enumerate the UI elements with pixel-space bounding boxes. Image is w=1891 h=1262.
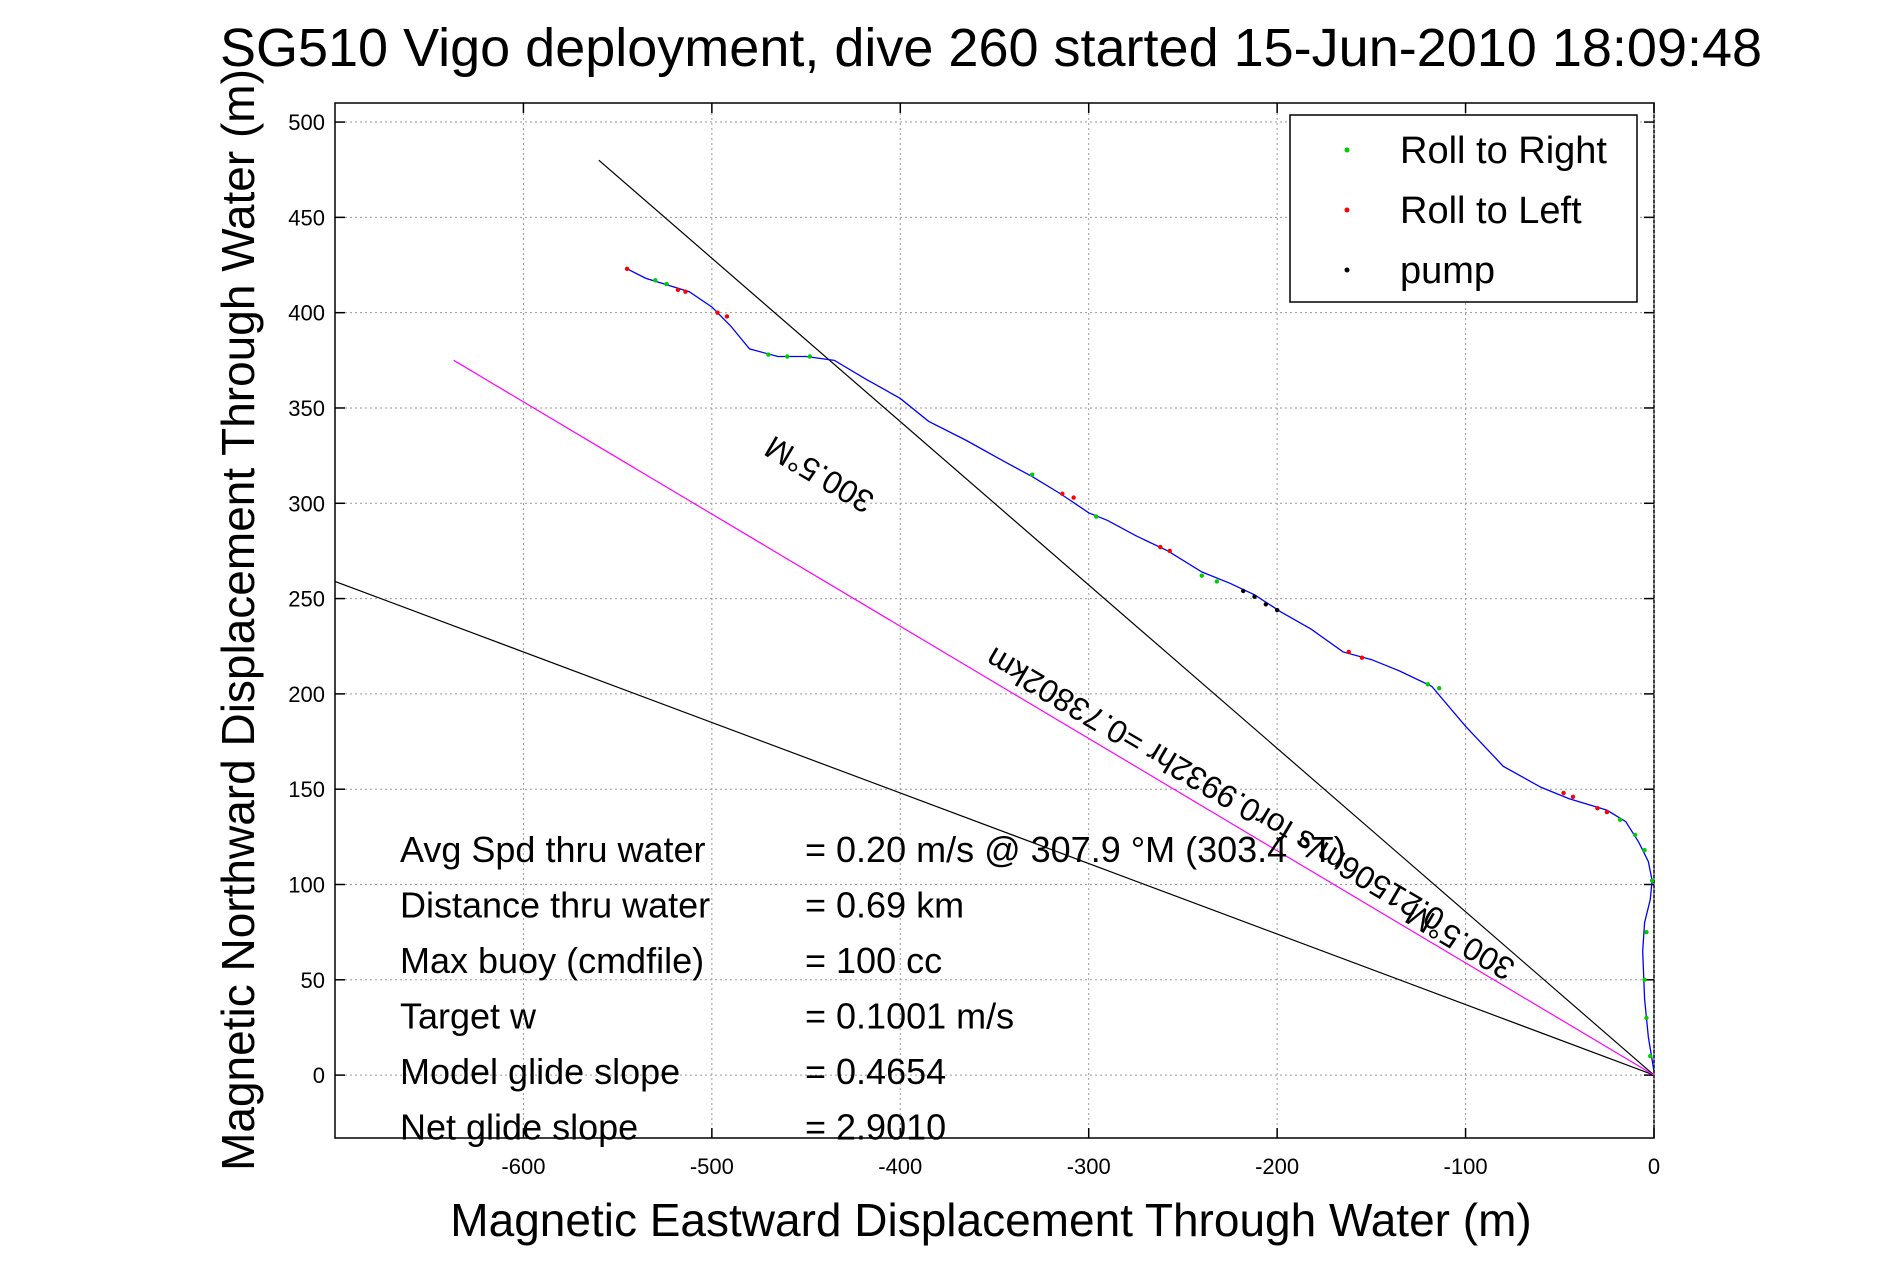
x-axis-label: Magnetic Eastward Displacement Through W…	[450, 1194, 1531, 1246]
stat-value: = 0.1001 m/s	[805, 996, 1014, 1037]
roll-right-marker	[1644, 929, 1649, 935]
roll-right-marker	[807, 354, 813, 359]
x-tick-label: -200	[1255, 1154, 1299, 1179]
roll-right-marker	[1029, 472, 1035, 477]
legend-label: pump	[1400, 250, 1495, 292]
y-tick-label: 150	[288, 777, 325, 802]
roll-left-marker	[1158, 544, 1163, 550]
roll-left-marker	[1346, 649, 1351, 655]
y-tick-label: 400	[288, 301, 325, 326]
roll-left-marker	[1167, 548, 1172, 554]
roll-right-marker	[1649, 878, 1654, 883]
legend-marker	[1344, 147, 1350, 153]
stat-label: Model glide slope	[400, 1051, 680, 1092]
roll-left-marker	[1570, 794, 1576, 800]
y-tick-label: 100	[288, 872, 325, 897]
y-axis-label: Magnetic Northward Displacement Through …	[212, 69, 264, 1171]
stat-label: Net glide slope	[400, 1107, 638, 1148]
x-ticks: -600 -500 -400 -300 -200 -100 0	[501, 103, 1660, 1179]
roll-right-marker	[1617, 817, 1623, 822]
roll-right-marker	[1094, 514, 1099, 519]
roll-left-marker	[1604, 809, 1610, 815]
roll-right-marker	[1644, 1015, 1649, 1021]
pump-marker	[1274, 607, 1280, 613]
x-tick-label: -300	[1067, 1154, 1111, 1179]
roll-left-marker	[1595, 806, 1600, 811]
guide-line	[598, 159, 1654, 1076]
legend: Roll to Right Roll to Left pump	[1289, 114, 1638, 303]
roll-left-marker	[1561, 790, 1566, 796]
y-tick-label: 250	[288, 587, 325, 612]
y-tick-label: 300	[288, 491, 325, 516]
x-tick-label: 0	[1648, 1154, 1660, 1179]
stat-label: Max buoy (cmdfile)	[400, 940, 704, 981]
y-tick-label: 200	[288, 682, 325, 707]
stat-label: Avg Spd thru water	[400, 829, 706, 870]
legend-marker	[1344, 207, 1350, 213]
x-tick-label: -400	[878, 1154, 922, 1179]
stat-value: = 100 cc	[805, 940, 942, 981]
pump-marker	[1263, 602, 1269, 607]
roll-right-marker	[1425, 682, 1431, 687]
guide-lines	[335, 159, 1654, 1076]
roll-right-marker	[766, 352, 771, 357]
guide-line	[335, 580, 1654, 1076]
x-tick-label: -600	[501, 1154, 545, 1179]
roll-right-marker	[1214, 579, 1220, 584]
y-tick-label: 0	[313, 1063, 325, 1088]
pump-marker	[1241, 588, 1246, 594]
roll-left-marker	[683, 289, 688, 294]
roll-right-marker	[1642, 847, 1647, 853]
stats-block: Avg Spd thru water = 0.20 m/s @ 307.9 °M …	[400, 829, 1346, 1148]
y-tick-label: 350	[288, 396, 325, 421]
x-tick-label: -500	[690, 1154, 734, 1179]
stat-value: = 0.4654	[805, 1051, 946, 1092]
stat-value: = 0.20 m/s @ 307.9 °M (303.4 °T)	[805, 829, 1346, 870]
roll-left-marker	[675, 287, 681, 292]
legend-label: Roll to Left	[1400, 190, 1582, 232]
roll-left-marker	[624, 266, 630, 272]
stat-value: = 2.9010	[805, 1107, 946, 1148]
roll-right-marker	[1199, 573, 1204, 578]
y-tick-label: 500	[288, 110, 325, 135]
stat-label: Distance thru water	[400, 885, 710, 926]
legend-label: Roll to Right	[1400, 130, 1607, 172]
y-tick-label: 450	[288, 205, 325, 230]
x-tick-label: -100	[1444, 1154, 1488, 1179]
roll-left-marker	[724, 314, 730, 319]
markers	[624, 266, 1654, 1059]
roll-left-marker	[1359, 655, 1365, 660]
stat-label: Target w	[400, 996, 537, 1037]
legend-marker	[1344, 267, 1350, 273]
chart-title: SG510 Vigo deployment, dive 260 started …	[220, 18, 1762, 78]
roll-left-marker	[1071, 495, 1076, 500]
roll-right-marker	[1436, 685, 1442, 691]
stat-value: = 0.69 km	[805, 885, 964, 926]
roll-right-marker	[1642, 977, 1647, 982]
y-ticks: 0 50 100 150 200 250 300 350 400 450 500	[288, 110, 1654, 1088]
guide-line	[453, 359, 1654, 1076]
roll-left-marker	[1060, 491, 1065, 496]
y-tick-label: 50	[301, 968, 325, 993]
roll-right-marker	[1632, 832, 1638, 838]
roll-right-marker	[664, 281, 669, 287]
roll-right-marker	[653, 278, 658, 283]
pump-marker	[1252, 594, 1257, 599]
roll-left-marker	[715, 310, 720, 315]
roll-right-marker	[1648, 1053, 1653, 1059]
roll-right-marker	[785, 354, 790, 359]
